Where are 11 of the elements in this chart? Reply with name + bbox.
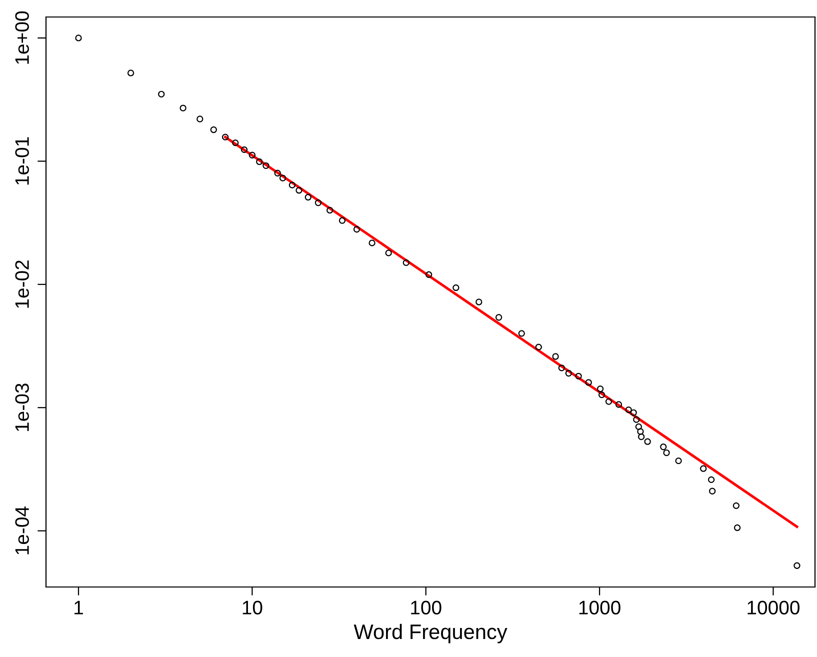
x-tick-label: 1	[74, 600, 83, 614]
y-tick-label: 1e-04	[15, 506, 29, 554]
x-tick-label: 10000	[748, 600, 800, 614]
x-axis-title: Word Frequency	[354, 624, 508, 644]
y-tick-label: 1e-01	[15, 137, 29, 185]
x-tick-label: 1000	[579, 600, 620, 614]
y-tick-label: 1e-02	[15, 260, 29, 308]
y-tick-label: 1e+00	[15, 11, 29, 64]
y-tick-label: 1e-03	[15, 384, 29, 431]
x-tick-label: 100	[411, 600, 442, 614]
x-tick-label: 10	[242, 600, 262, 614]
